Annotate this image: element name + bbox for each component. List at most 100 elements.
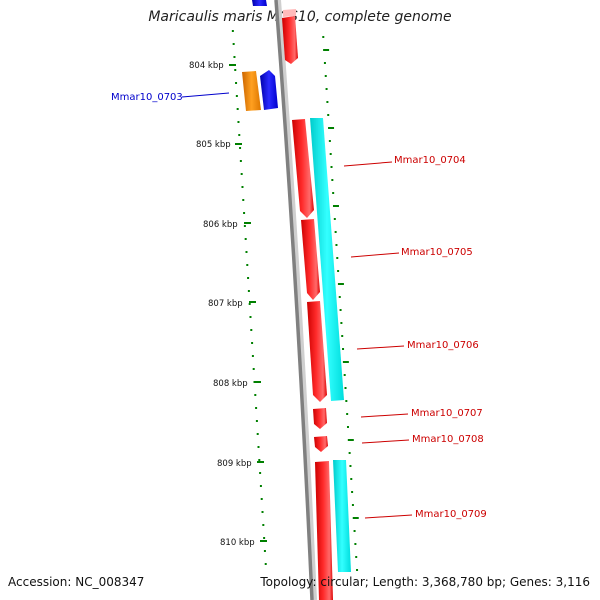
gc-tick bbox=[235, 95, 238, 97]
gene-label-mmar10-0709[interactable]: Mmar10_0709 bbox=[415, 509, 487, 520]
gc-tick bbox=[348, 452, 351, 454]
gc-tick bbox=[245, 251, 248, 253]
ruler-tick-label: 807 kbp bbox=[208, 299, 243, 309]
ruler-tick-label: 810 kbp bbox=[220, 538, 255, 548]
accession-text: Accession: NC_008347 bbox=[8, 575, 145, 589]
gc-content-ticks bbox=[231, 30, 359, 571]
gc-tick bbox=[259, 472, 262, 474]
gc-tick bbox=[235, 82, 238, 84]
forward-cds-feature-light bbox=[283, 9, 296, 17]
forward-cds-feature bbox=[301, 219, 320, 300]
gene-labels: Mmar10_0703 Mmar10_0704 Mmar10_0705 Mmar… bbox=[111, 92, 487, 520]
gc-tick bbox=[259, 485, 262, 487]
gc-tick bbox=[324, 75, 327, 77]
gene-label-mmar10-0708[interactable]: Mmar10_0708 bbox=[412, 434, 484, 445]
forward-other-feature bbox=[310, 118, 344, 401]
gc-tick bbox=[264, 563, 267, 565]
gc-tick bbox=[254, 394, 257, 396]
gc-tick bbox=[335, 244, 338, 246]
gc-tick bbox=[333, 218, 336, 220]
gc-tick bbox=[337, 283, 344, 285]
gc-tick bbox=[260, 498, 263, 500]
gc-tick bbox=[240, 173, 243, 175]
forward-other-feature bbox=[333, 460, 351, 572]
reverse-cds-feature bbox=[252, 0, 267, 6]
gc-tick bbox=[323, 62, 326, 64]
gc-tick bbox=[247, 277, 250, 279]
gc-tick bbox=[327, 114, 330, 116]
gc-tick bbox=[336, 257, 339, 259]
gc-tick bbox=[334, 231, 337, 233]
forward-cds-feature bbox=[314, 436, 328, 452]
gc-tick bbox=[263, 550, 266, 552]
gc-tick bbox=[326, 101, 329, 103]
gc-tick bbox=[341, 335, 344, 337]
gene-label-mmar10-0706[interactable]: Mmar10_0706 bbox=[407, 340, 479, 351]
gc-tick bbox=[249, 316, 252, 318]
ruler-tick-label: 809 kbp bbox=[217, 459, 252, 469]
gc-tick bbox=[346, 413, 349, 415]
genome-backbone bbox=[274, 0, 314, 600]
gc-tick bbox=[342, 361, 349, 363]
gc-tick bbox=[337, 270, 340, 272]
gc-tick bbox=[338, 296, 341, 298]
gc-tick bbox=[346, 426, 349, 428]
gc-tick bbox=[355, 556, 358, 558]
gc-tick bbox=[257, 446, 260, 448]
gc-tick bbox=[347, 439, 354, 441]
ruler-tick-label: 806 kbp bbox=[203, 220, 238, 230]
gc-tick bbox=[328, 140, 331, 142]
gc-tick bbox=[323, 49, 330, 51]
gc-tick bbox=[237, 121, 240, 123]
gc-tick bbox=[248, 303, 251, 305]
gc-tick bbox=[231, 30, 234, 32]
forward-cds-feature bbox=[307, 301, 327, 402]
gene-label-mmar10-0703[interactable]: Mmar10_0703 bbox=[111, 92, 183, 103]
gc-tick bbox=[261, 511, 264, 513]
gc-tick bbox=[345, 400, 348, 402]
gc-tick bbox=[238, 134, 241, 136]
gc-tick bbox=[329, 153, 332, 155]
gc-tick bbox=[256, 433, 259, 435]
gc-tick bbox=[251, 342, 254, 344]
genome-title: Maricaulis maris MCS10, complete genome bbox=[148, 9, 452, 25]
reverse-other-feature bbox=[242, 71, 261, 111]
gc-tick bbox=[325, 88, 328, 90]
gc-tick bbox=[351, 491, 354, 493]
gc-tick bbox=[243, 225, 246, 227]
gc-tick bbox=[242, 199, 245, 201]
kbp-ruler: 804 kbp 805 kbp 806 kbp 807 kbp 808 kbp … bbox=[189, 61, 267, 548]
gene-label-mmar10-0704[interactable]: Mmar10_0704 bbox=[394, 155, 466, 166]
gc-tick bbox=[246, 264, 249, 266]
gc-tick bbox=[244, 238, 247, 240]
gc-tick bbox=[239, 160, 242, 162]
gene-label-leader bbox=[360, 413, 409, 418]
gc-tick bbox=[330, 166, 333, 168]
gc-tick bbox=[339, 309, 342, 311]
gc-tick bbox=[232, 43, 235, 45]
reverse-cds-feature bbox=[260, 70, 278, 110]
gene-label-leader bbox=[181, 92, 230, 98]
backbone-shadow bbox=[275, 0, 317, 600]
gc-tick bbox=[251, 355, 254, 357]
gene-label-leader bbox=[350, 252, 400, 258]
gc-tick bbox=[234, 69, 237, 71]
ruler-tick-label: 804 kbp bbox=[189, 61, 224, 71]
gc-tick bbox=[349, 465, 352, 467]
forward-cds-feature bbox=[313, 408, 327, 429]
gene-label-mmar10-0707[interactable]: Mmar10_0707 bbox=[411, 408, 483, 419]
forward-cds-feature bbox=[282, 16, 298, 64]
gc-tick bbox=[351, 504, 354, 506]
gc-tick bbox=[239, 147, 242, 149]
gc-tick bbox=[263, 537, 266, 539]
gc-tick bbox=[250, 329, 253, 331]
gc-tick bbox=[353, 530, 356, 532]
gc-tick bbox=[332, 192, 335, 194]
topology-text: Topology: circular; Length: 3,368,780 bp… bbox=[260, 575, 590, 589]
gc-tick bbox=[252, 368, 255, 370]
gc-tick bbox=[350, 478, 353, 480]
gc-tick bbox=[255, 420, 258, 422]
gc-tick bbox=[236, 108, 239, 110]
gene-label-mmar10-0705[interactable]: Mmar10_0705 bbox=[401, 247, 473, 258]
